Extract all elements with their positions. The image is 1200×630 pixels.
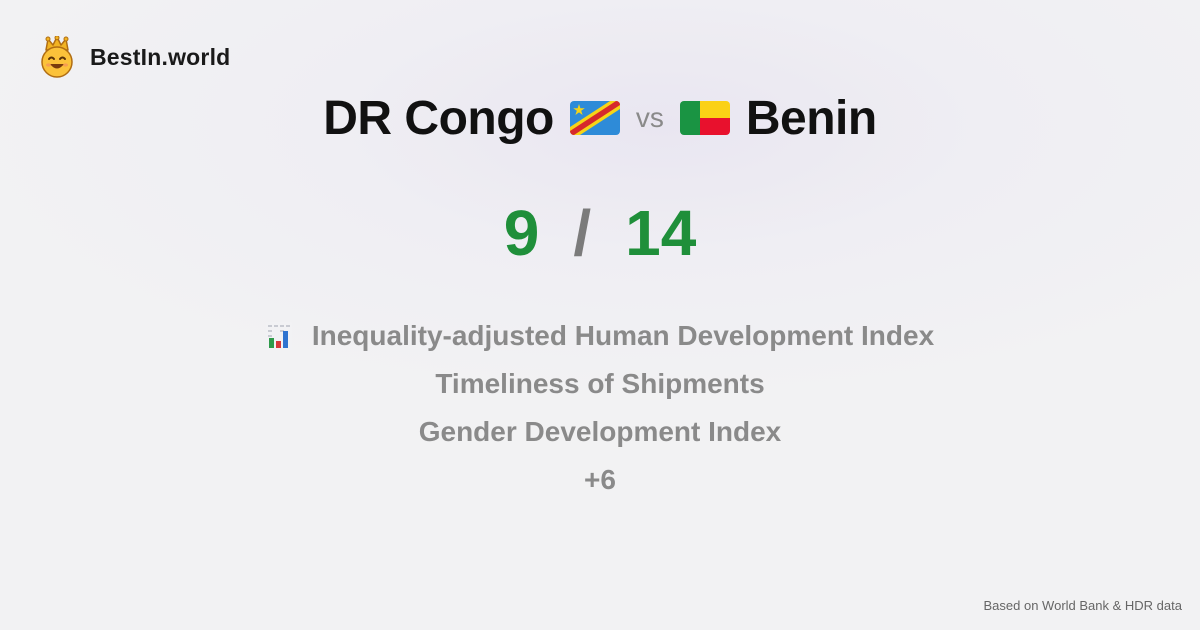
score-separator: / <box>573 197 592 269</box>
brand-name: BestIn.world <box>90 43 231 70</box>
metric-label: Inequality-adjusted Human Development In… <box>311 320 935 351</box>
metrics-list: Inequality-adjusted Human Development In… <box>0 312 1200 504</box>
right-country-name: Benin <box>745 91 877 145</box>
right-score: 14 <box>625 197 697 269</box>
dr-congo-flag-icon <box>569 101 620 135</box>
comparison-headline: DR Congo vs Benin <box>0 86 1200 150</box>
crown-smiley-icon <box>41 36 73 78</box>
left-score: 9 <box>503 197 540 269</box>
metric-label: Timeliness of Shipments <box>435 368 765 399</box>
bar-chart-icon <box>265 322 292 350</box>
score: 9 / 14 <box>0 196 1200 270</box>
more-metrics-label: +6 <box>584 464 616 495</box>
brand[interactable]: BestIn.world <box>38 36 230 78</box>
data-source-note: Based on World Bank & HDR data <box>983 598 1182 613</box>
metric-label: Gender Development Index <box>418 416 782 447</box>
benin-flag-icon <box>679 101 730 135</box>
metric-item[interactable]: Timeliness of Shipments <box>0 360 1200 408</box>
more-metrics-count[interactable]: +6 <box>0 456 1200 504</box>
left-country-name: DR Congo <box>323 91 554 145</box>
metric-item[interactable]: Inequality-adjusted Human Development In… <box>0 312 1200 360</box>
metric-item[interactable]: Gender Development Index <box>0 408 1200 456</box>
vs-label: vs <box>635 102 664 133</box>
